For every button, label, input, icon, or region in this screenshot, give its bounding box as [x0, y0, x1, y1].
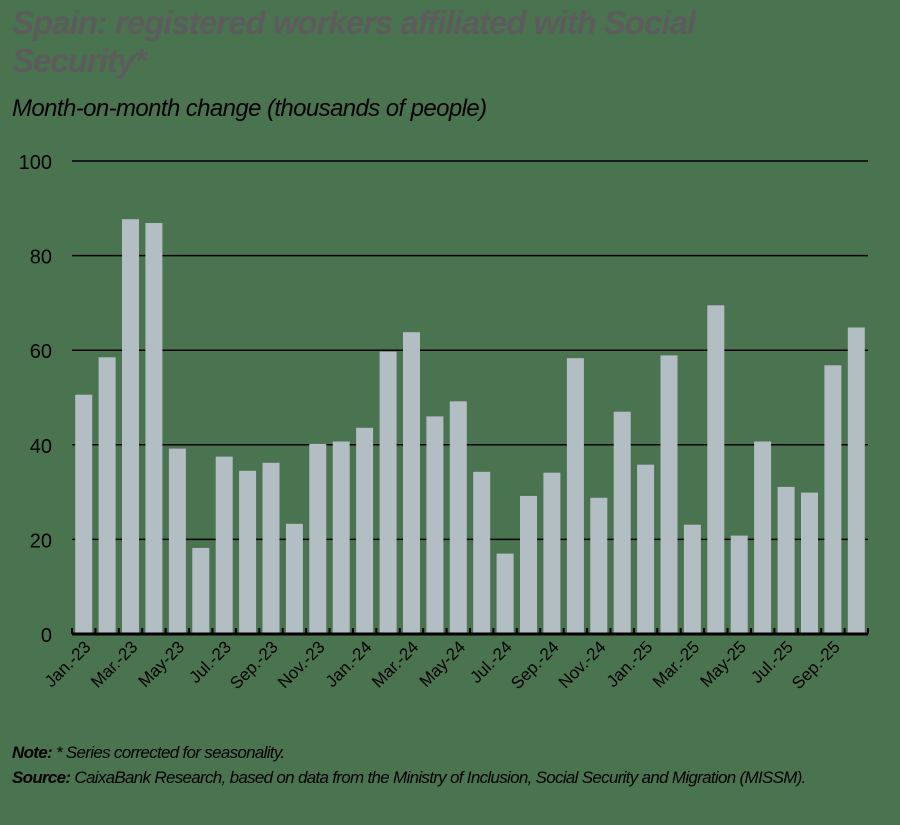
- x-tick-label: Jan.-25: [603, 637, 657, 691]
- chart-subtitle: Month-on-month change (thousands of peop…: [12, 95, 487, 122]
- bar: Feb.-24: 59.7: [379, 351, 397, 634]
- x-tick-label: Sep.-25: [788, 637, 844, 693]
- bar: Jul.-23: 37.5: [215, 456, 233, 634]
- bar: Jun.-24: 34.3: [473, 471, 491, 634]
- x-tick-label: May-25: [697, 637, 751, 691]
- y-tick-label: 100: [19, 152, 52, 174]
- bar: Oct.-25: 64.8: [847, 327, 865, 634]
- x-axis: Jan.-23Mar.-23May-23Jul.-23Sep.-23Nov.-2…: [41, 628, 869, 693]
- bar-chart: Jan.-23: 50.6 Feb.-23: 58.5 Mar.-23: 87.7 A…: [19, 152, 869, 693]
- bar: Jan.-23: 50.6: [75, 394, 93, 634]
- note-line: Note: * Series corrected for seasonality…: [12, 740, 832, 765]
- bar: Dec.-23: 40.7: [332, 441, 350, 634]
- bar: Jun.-23: 18.2: [192, 547, 210, 634]
- gridlines: [72, 160, 868, 541]
- bars: Jan.-23: 50.6 Feb.-23: 58.5 Mar.-23: 87.7 A…: [75, 219, 865, 634]
- source-text: CaixaBank Research, based on data from t…: [70, 768, 806, 787]
- bar: Jul.-25: 31.1: [777, 486, 795, 634]
- bar: Jan.-24: 43.6: [356, 427, 374, 634]
- x-tick-label: May-24: [416, 637, 470, 691]
- note-text: * Series corrected for seasonality.: [51, 743, 285, 762]
- bar: Oct.-24: 58.3: [566, 358, 584, 634]
- bar: Mar.-23: 87.7: [122, 219, 139, 634]
- bar: May-24: 49.2: [449, 401, 467, 634]
- bar: Aug.-23: 34.5: [239, 470, 257, 634]
- bar: Oct.-23: 23.3: [285, 523, 303, 634]
- bar: Nov.-23: 40.2: [309, 443, 327, 634]
- y-axis-labels: 0 20 40 60 80 100: [19, 152, 52, 647]
- bar: Jun.-25: 40.7: [754, 441, 772, 634]
- bar: Feb.-25: 58.9: [660, 355, 678, 634]
- bar: Aug.-25: 29.9: [801, 492, 818, 634]
- x-tick-label: Sep.-24: [507, 637, 563, 693]
- y-tick-label: 80: [30, 247, 52, 269]
- bar: Apr.-25: 69.5: [707, 305, 725, 634]
- x-tick-label: Mar.-25: [649, 637, 703, 691]
- bar: Dec.-24: 47: [613, 411, 631, 634]
- source-line: Source: CaixaBank Research, based on dat…: [12, 765, 832, 790]
- bar: Jul.-24: 17: [496, 553, 514, 634]
- bar: May-25: 20.8: [730, 535, 748, 634]
- bar: May-23: 39.2: [168, 448, 186, 634]
- x-tick-label: Nov.-24: [555, 637, 610, 692]
- bar: Aug.-24: 29.2: [520, 495, 537, 634]
- bar: Apr.-23: 86.9: [145, 223, 163, 634]
- x-tick-label: Jan.-24: [322, 637, 376, 691]
- y-tick-label: 20: [30, 530, 52, 552]
- source-label: Source:: [12, 768, 71, 787]
- bar: Sep.-23: 36.2: [262, 462, 280, 634]
- bar: Jan.-25: 35.8: [637, 464, 655, 634]
- x-tick-label: Sep.-23: [226, 637, 282, 693]
- y-tick-label: 60: [30, 341, 52, 363]
- bar: Sep.-25: 56.8: [824, 365, 842, 634]
- bar: Feb.-23: 58.5: [98, 357, 116, 634]
- y-tick-label: 40: [30, 436, 52, 458]
- bar: Apr.-24: 46: [426, 416, 444, 634]
- x-tick-label: May-23: [135, 637, 189, 691]
- x-tick-label: Nov.-23: [274, 637, 329, 692]
- note-label: Note:: [12, 743, 53, 762]
- bar: Nov.-24: 28.8: [590, 497, 608, 634]
- x-tick-label: Mar.-24: [368, 637, 422, 691]
- bar: Sep.-24: 34.1: [543, 472, 561, 634]
- x-tick-label: Mar.-23: [87, 637, 141, 691]
- chart-title: Spain: registered workers affiliated wit…: [12, 4, 696, 79]
- y-tick-label: 0: [41, 625, 52, 647]
- bar: Mar.-24: 63.8: [403, 332, 420, 634]
- footnote: Note: * Series corrected for seasonality…: [12, 740, 832, 790]
- bar: Mar.-25: 23.1: [683, 524, 701, 634]
